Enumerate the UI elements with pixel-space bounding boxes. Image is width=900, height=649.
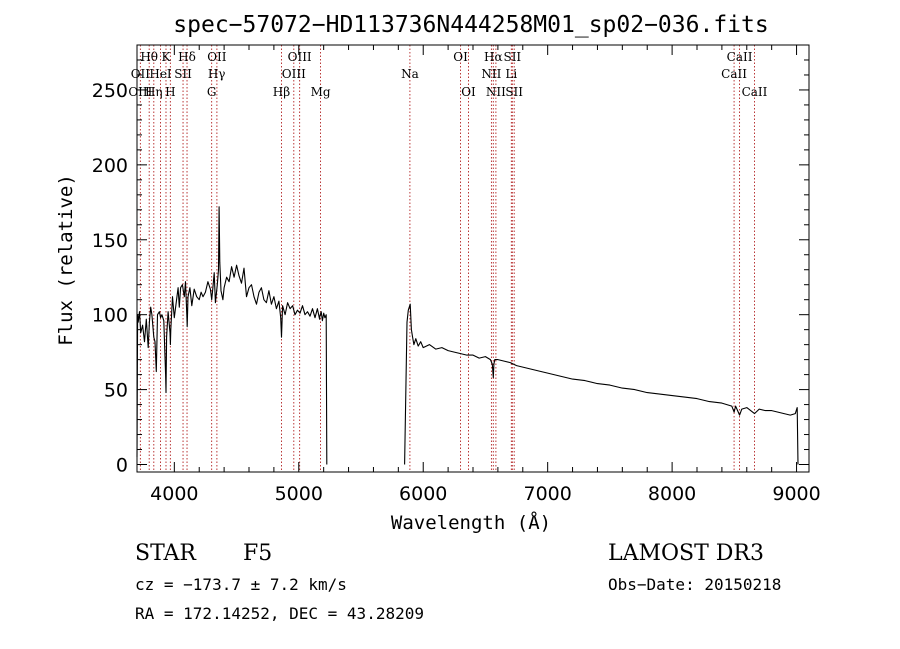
x-tick-label: 9000: [772, 483, 820, 505]
observation-date: Obs−Date: 20150218: [608, 575, 781, 594]
line-label: Hθ: [140, 50, 158, 64]
x-axis-label: Wavelength (Å): [391, 511, 551, 534]
line-label: Hη: [145, 85, 163, 99]
y-axis-ticks: 0 50 100 150 200 250: [92, 59, 809, 477]
line-label: SII: [503, 50, 521, 64]
x-tick-label: 5000: [275, 483, 323, 505]
emission-line-markers: [139, 45, 755, 472]
line-label: OII: [131, 67, 151, 81]
line-label: OI: [461, 85, 476, 99]
line-label: OII: [207, 50, 227, 64]
line-label: Na: [401, 67, 419, 81]
x-tick-label: 7000: [523, 483, 571, 505]
y-tick-label: 50: [104, 380, 128, 402]
y-tick-label: 150: [92, 230, 128, 252]
line-label: CaII: [742, 85, 768, 99]
plot-frame: [136, 44, 810, 473]
line-label: NII: [486, 85, 506, 99]
survey-name: LAMOST DR3: [608, 541, 764, 566]
x-tick-label: 8000: [648, 483, 696, 505]
line-label: OIII: [288, 50, 312, 64]
line-label: Mg: [311, 85, 331, 99]
line-label: NII: [481, 67, 501, 81]
line-label: K: [162, 50, 172, 64]
line-label: H: [165, 85, 175, 99]
line-label: Li: [505, 67, 517, 81]
line-label: SII: [174, 67, 192, 81]
x-tick-label: 6000: [399, 483, 447, 505]
object-type: STAR: [135, 541, 197, 566]
line-label: Hβ: [273, 85, 290, 99]
line-label: G: [207, 85, 217, 99]
y-tick-label: 0: [116, 455, 128, 477]
y-tick-label: 250: [92, 80, 128, 102]
line-label: Hα: [484, 50, 503, 64]
line-label: OI: [453, 50, 468, 64]
line-label: CaII: [727, 50, 753, 64]
line-label: OIII: [128, 85, 152, 99]
coordinates: RA = 172.14252, DEC = 43.28209: [135, 604, 424, 623]
x-tick-label: 4000: [150, 483, 198, 505]
line-label: HeI: [149, 67, 172, 81]
line-label: Hδ: [178, 50, 196, 64]
line-label: Hγ: [208, 67, 226, 81]
y-axis-label: Flux (relative): [55, 174, 77, 346]
y-tick-label: 100: [92, 305, 128, 327]
x-axis-ticks: 4000 5000 6000 7000 8000 9000: [150, 45, 821, 505]
line-label: CaII: [721, 67, 747, 81]
spectrum-segment-1: [136, 206, 328, 465]
spectrum-series: [136, 206, 799, 465]
chart-title: spec−57072−HD113736N444258M01_sp02−036.f…: [173, 12, 768, 38]
line-label: OIII: [282, 67, 306, 81]
y-tick-label: 200: [92, 155, 128, 177]
line-label: SII: [505, 85, 523, 99]
spectral-subclass: F5: [243, 541, 272, 566]
spectrum-segment-2: [404, 303, 799, 465]
redshift-cz: cz = −173.7 ± 7.2 km/s: [135, 575, 347, 594]
